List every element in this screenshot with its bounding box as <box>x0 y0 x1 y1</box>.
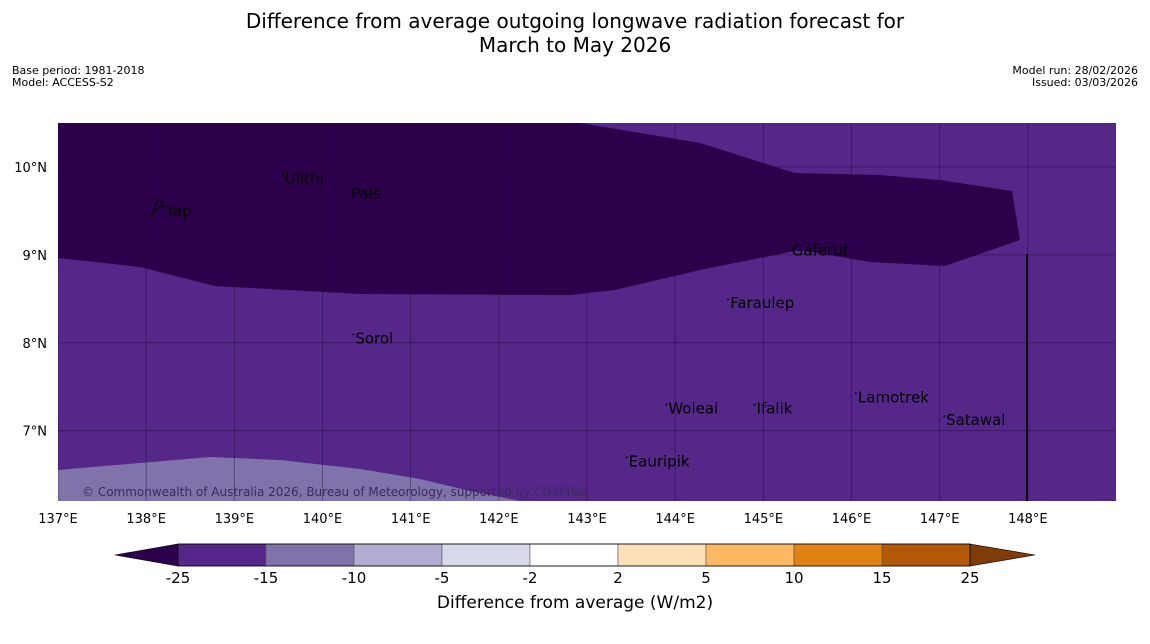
lon-tick-label: 139°E <box>215 512 255 527</box>
place-marker <box>727 298 729 301</box>
latitude-labels: 10°N 9°N 8°N 7°N <box>14 161 47 440</box>
place-marker <box>352 333 355 336</box>
colorbar-segment <box>617 543 707 567</box>
lon-tick-label: 137°E <box>38 512 78 527</box>
place-marker <box>753 403 756 406</box>
colorbar-segment <box>793 543 883 567</box>
lon-tick-label: 144°E <box>655 512 695 527</box>
lon-tick-label: 141°E <box>391 512 431 527</box>
place-marker <box>665 403 668 406</box>
colorbar-tick-label: -10 <box>342 569 367 587</box>
place-marker <box>281 173 284 176</box>
lat-tick-label: 7°N <box>23 425 48 440</box>
lon-tick-label: 138°E <box>126 512 166 527</box>
place-label: Yap <box>165 202 192 220</box>
place-marker <box>943 415 945 418</box>
meta-left: Base period: 1981-2018 Model: ACCESS-S2 <box>12 65 144 89</box>
place-label: Lamotrek <box>858 388 929 406</box>
place-marker <box>162 206 165 208</box>
colorbar-tick-label: 5 <box>701 569 711 587</box>
colorbar-under-triangle <box>114 543 179 567</box>
place-marker <box>348 188 350 191</box>
colorbar-segment <box>705 543 795 567</box>
colorbar-tick-label: -5 <box>435 569 450 587</box>
colorbar-tick-label: 2 <box>613 569 623 587</box>
model-text: Model: ACCESS-S2 <box>12 76 114 89</box>
colorbar-over-triangle <box>969 543 1036 567</box>
colorbar-tick-label: 10 <box>784 569 803 587</box>
lon-tick-label: 146°E <box>832 512 872 527</box>
colorbar-segment <box>441 543 531 567</box>
colorbar-tick-label: 15 <box>872 569 891 587</box>
longitude-labels: 137°E 138°E 139°E 140°E 141°E 142°E 143°E 144°E… <box>38 512 1047 527</box>
title-line-1: Difference from average outgoing longwav… <box>245 9 905 33</box>
copyright-notice: © Commonwealth of Australia 2026, Bureau… <box>82 485 587 499</box>
colorbar-label: Difference from average (W/m2) <box>436 593 714 613</box>
place-label: Ulithi <box>285 169 324 187</box>
place-marker <box>625 456 628 459</box>
colorbar-segment <box>529 543 619 567</box>
place-label: Pais <box>351 184 381 202</box>
lon-tick-label: 147°E <box>920 512 960 527</box>
colorbar-tick-label: 25 <box>960 569 979 587</box>
place-labels: Yap Ulithi Pais Gaferut Faraulep Sorol Woleai I… <box>162 169 1005 470</box>
lon-tick-label: 145°E <box>744 512 784 527</box>
anomaly-field-10-to-15 <box>58 457 520 501</box>
place-marker <box>788 245 791 248</box>
lon-tick-label: 142°E <box>479 512 519 527</box>
title-line-2: March to May 2026 <box>478 33 672 57</box>
colorbar: -25 -15 -10 -5 -2 2 5 10 15 25 <box>114 543 1036 587</box>
issued-text: Issued: 03/03/2026 <box>1031 76 1138 89</box>
meta-right: Model run: 28/02/2026 Issued: 03/03/2026 <box>1012 65 1138 89</box>
colorbar-tick-label: -2 <box>523 569 538 587</box>
map-area: Yap Ulithi Pais Gaferut Faraulep Sorol Woleai I… <box>58 123 1116 501</box>
lon-tick-label: 140°E <box>303 512 343 527</box>
colorbar-tick-label: -25 <box>166 569 191 587</box>
model-run-text: Model run: 28/02/2026 <box>1012 64 1138 77</box>
place-label: Faraulep <box>730 294 794 312</box>
lat-tick-label: 9°N <box>23 249 48 264</box>
lon-tick-label: 148°E <box>1008 512 1048 527</box>
colorbar-segment <box>881 543 971 567</box>
place-marker <box>855 392 857 395</box>
yap-island-outline <box>150 198 164 217</box>
anomaly-field-below-minus-25 <box>58 123 1020 295</box>
lat-tick-label: 10°N <box>14 161 47 176</box>
place-label: Satawal <box>946 411 1005 429</box>
colorbar-tick-label: -15 <box>254 569 279 587</box>
colorbar-frame <box>177 543 971 567</box>
place-label: Eauripik <box>629 452 690 470</box>
place-label: Sorol <box>355 329 393 347</box>
place-label: Ifalik <box>757 400 793 418</box>
place-label: Woleai <box>668 400 718 418</box>
colorbar-segment <box>177 543 267 567</box>
lon-tick-label: 143°E <box>567 512 607 527</box>
map-title: Difference from average outgoing longwav… <box>0 9 1150 57</box>
colorbar-segment <box>353 543 443 567</box>
lat-tick-label: 8°N <box>23 337 48 352</box>
base-period-text: Base period: 1981-2018 <box>12 64 145 77</box>
colorbar-segment <box>265 543 355 567</box>
place-label: Gaferut <box>792 241 849 259</box>
